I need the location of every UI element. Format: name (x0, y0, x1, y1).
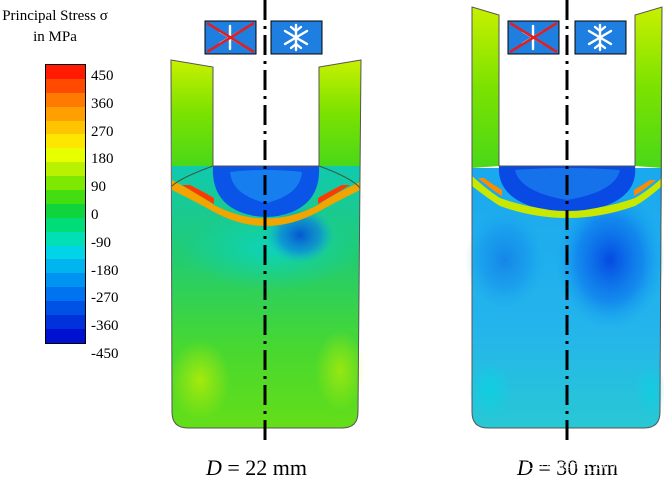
colorbar-swatch (46, 92, 85, 107)
colorbar-tick-label: 270 (91, 123, 114, 140)
colorbar-swatch (46, 217, 85, 232)
colorbar-swatch (46, 78, 85, 93)
colorbar-swatch (46, 162, 85, 177)
colorbar-tick-label: 0 (91, 207, 99, 223)
legend-title-line2: in MPa (33, 29, 77, 45)
panel-d30 (465, 0, 664, 446)
cup-outline (170, 59, 362, 429)
watermark: CSDN @m0_66361928 (526, 459, 652, 472)
colorbar-tick-label: -90 (91, 234, 111, 251)
colorbar-tick-label: -270 (91, 290, 119, 307)
caption-value: = 22 mm (221, 455, 308, 480)
caption-value: = 30 mm (532, 455, 619, 480)
colorbar-swatch (46, 273, 85, 288)
colorbar-swatch (46, 287, 85, 302)
colorbar-tick-label: 90 (91, 179, 106, 196)
caption-variable: D (517, 455, 533, 480)
colorbar-swatch (46, 148, 85, 163)
colorbar-tick-label: 360 (91, 95, 114, 112)
snowflake-icon (574, 20, 627, 55)
colorbar-swatch (46, 315, 85, 329)
colorbar-swatch (46, 106, 85, 121)
colorbar-swatch (46, 176, 85, 191)
cup-body-left (472, 7, 499, 168)
legend-title: Principal Stress σ in MPa (0, 6, 110, 48)
colorbar-tick-label: 180 (91, 151, 114, 168)
colorbar-swatch (46, 134, 85, 149)
colorbar (45, 64, 86, 344)
punch-contact-band (472, 176, 662, 218)
cup-body-right (635, 7, 662, 168)
colorbar-swatch (46, 328, 85, 343)
caption-d22: D = 22 mm (206, 455, 307, 481)
caption-variable: D (206, 455, 222, 480)
colorbar-swatch (46, 259, 85, 274)
colorbar-swatch (46, 120, 85, 135)
colorbar-swatch (46, 245, 85, 260)
colorbar-tick-label: -450 (91, 346, 119, 362)
colorbar-tick-label: 450 (91, 68, 114, 84)
punch-contact-band (172, 180, 360, 226)
colorbar-swatch (46, 65, 85, 79)
colorbar-swatch (46, 190, 85, 204)
snowflake-icon (270, 20, 323, 55)
legend-title-line1: Principal Stress σ (2, 8, 108, 24)
cup-outline (471, 6, 663, 429)
colorbar-swatch (46, 203, 85, 218)
colorbar-tick-label: -180 (91, 262, 119, 279)
colorbar-swatch (46, 231, 85, 246)
cup-body-left (171, 60, 213, 166)
snowflake-crossed-icon (204, 20, 257, 55)
colorbar-swatch (46, 301, 85, 316)
cup-body-right (319, 60, 361, 166)
panel-d22 (170, 0, 365, 446)
caption-d30: D = 30 mm (517, 455, 618, 481)
snowflake-crossed-icon (507, 20, 560, 55)
colorbar-tick-label: -360 (91, 318, 119, 335)
